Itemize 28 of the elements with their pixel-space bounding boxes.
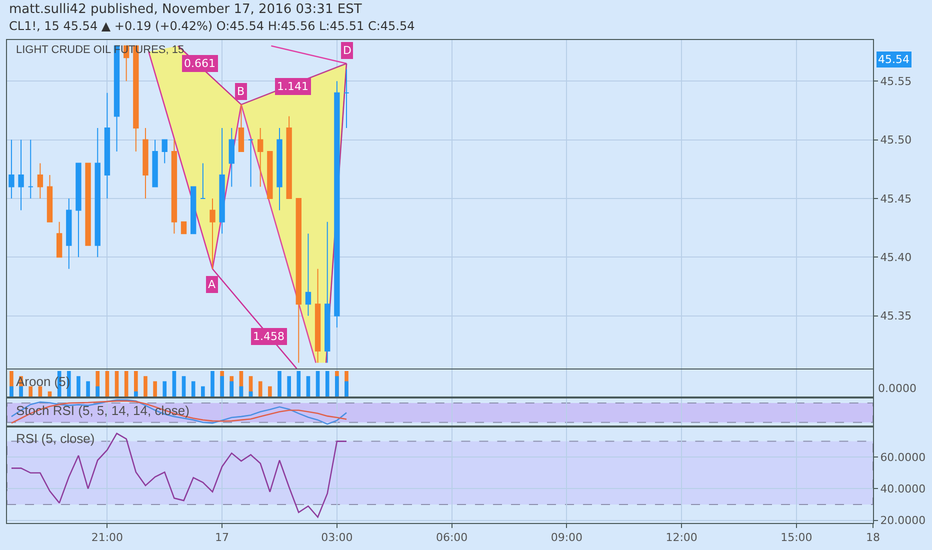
y-tick-label: 45.40 (880, 250, 912, 264)
y-tick-label: 20.0000 (880, 514, 926, 528)
annotation: D (343, 44, 352, 57)
x-tick-label: 18 (866, 531, 880, 544)
annotation: 1.458 (253, 330, 284, 343)
annotation: A (208, 278, 216, 291)
y-tick-label: 40.0000 (880, 482, 926, 496)
text: 45.54 (878, 53, 910, 66)
x-tick-label: 03:00 (321, 531, 353, 544)
x-tick-label: 09:00 (550, 531, 583, 544)
x-tick-label: 17 (215, 531, 230, 544)
y-tick-label: 45.35 (880, 310, 912, 323)
x-tick-label: 21:00 (91, 531, 124, 544)
annotation: 0.661 (184, 57, 216, 70)
chart-title: LIGHT CRUDE OIL FUTURES, 15 (16, 44, 184, 56)
chart-title: RSI (5, close) (16, 431, 95, 446)
y-tick-label: 45.55 (880, 74, 912, 88)
y-tick-label: 45.50 (880, 134, 912, 147)
text: matt.sulli42 published, November 17, 2016 03:31 EST (9, 2, 362, 17)
x-tick-label: 06:00 (436, 531, 468, 544)
annotation: B (237, 85, 245, 98)
y-tick-label: 60.0000 (880, 450, 926, 464)
y-tick-label: 45.45 (880, 192, 912, 206)
text: 0.0000 (878, 382, 916, 395)
annotation: 1.141 (277, 80, 308, 93)
x-tick-label: 12:00 (666, 531, 698, 544)
text: CL1!, 15 45.54 ▲ +0.19 (+0.42%) O:45.54 H:45.56 L:45.51 C:45.54 (9, 19, 415, 33)
x-tick-label: 15:00 (780, 531, 812, 544)
